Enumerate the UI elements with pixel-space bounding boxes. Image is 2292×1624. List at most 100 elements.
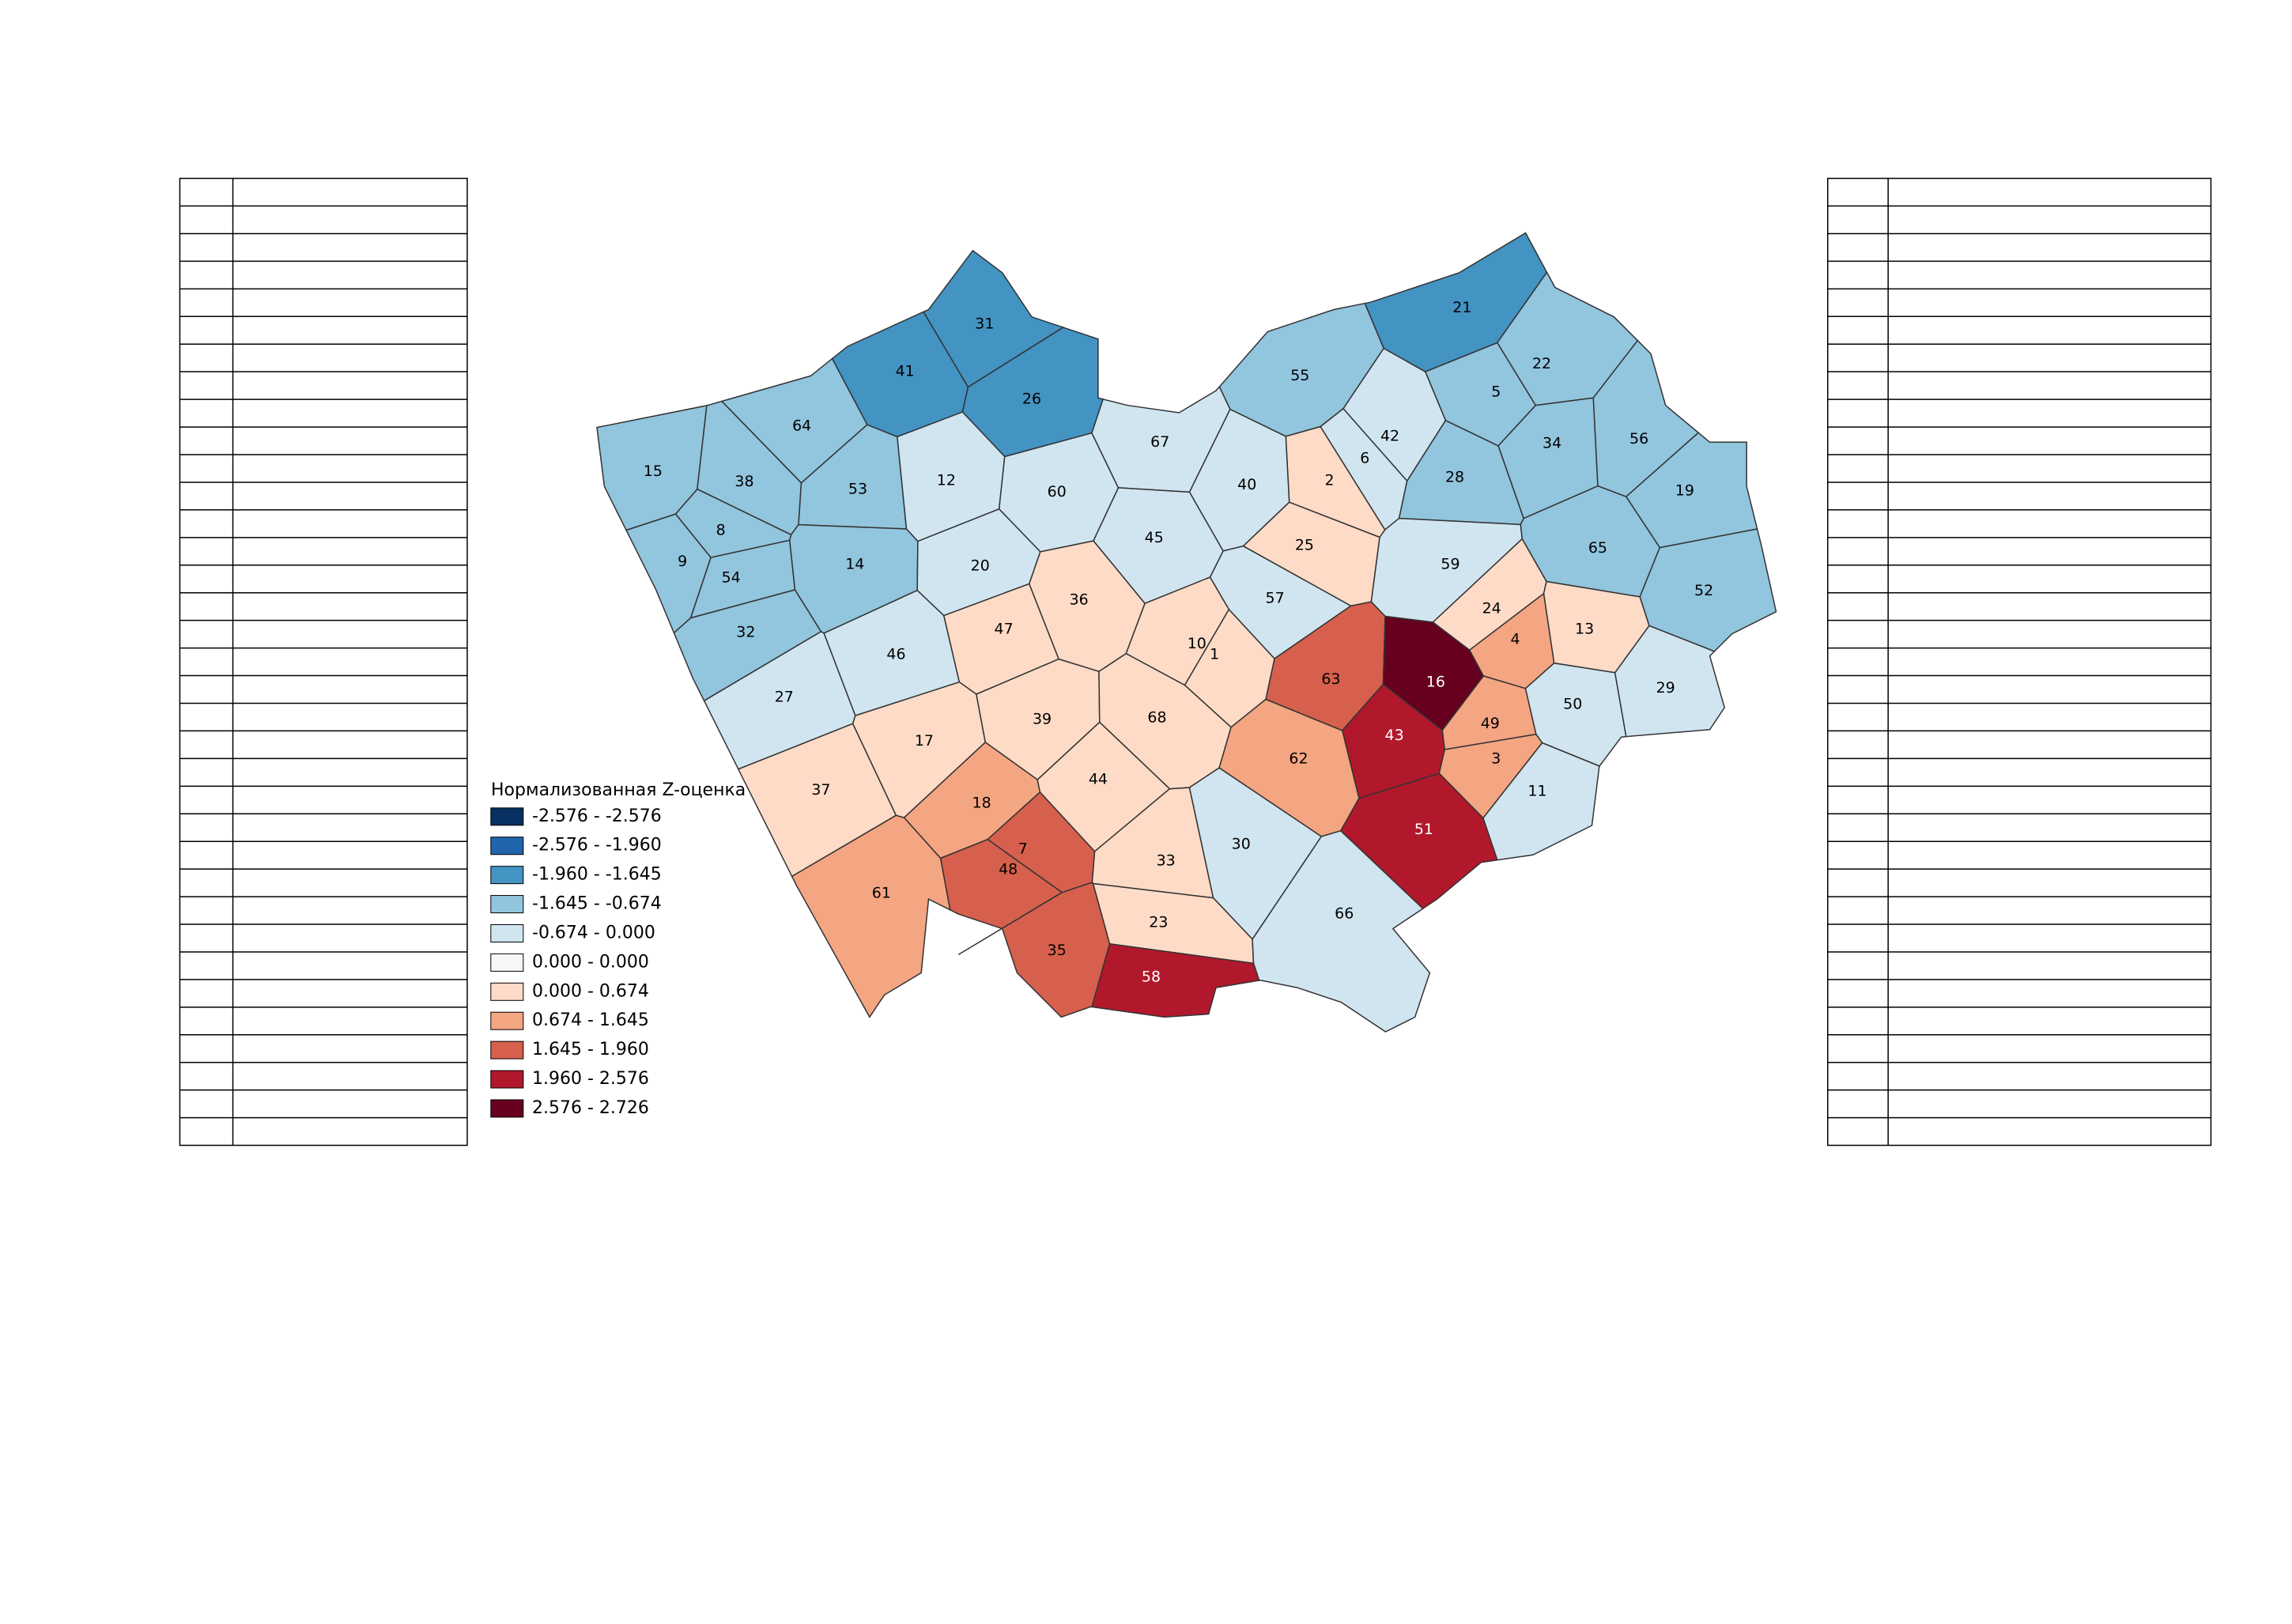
- region-label: 40: [1237, 476, 1256, 493]
- region: [1482, 742, 1601, 861]
- region-label: 51: [1414, 821, 1433, 838]
- legend-label: -1.960 - -1.645: [532, 865, 662, 885]
- region-label: 7: [1018, 840, 1028, 857]
- legend-swatch: [490, 953, 524, 972]
- region-label: 36: [1070, 591, 1089, 608]
- region-label: 2: [1325, 471, 1335, 489]
- region-label: 34: [1542, 435, 1561, 452]
- legend-label: 0.000 - 0.674: [532, 981, 649, 1001]
- region-label: 59: [1441, 556, 1459, 573]
- region-label: 18: [972, 795, 991, 812]
- region-label: 66: [1335, 905, 1354, 922]
- region-label: 32: [736, 623, 755, 640]
- region-label: 54: [722, 568, 741, 586]
- region-label: 4: [1510, 631, 1520, 648]
- region-label: 31: [975, 315, 994, 333]
- region-label: 38: [734, 473, 753, 490]
- legend-label: 0.000 - 0.000: [532, 952, 649, 972]
- legend-swatch: [490, 807, 524, 826]
- legend-swatch: [490, 982, 524, 1001]
- region-label: 53: [848, 480, 867, 497]
- region-label: 65: [1588, 539, 1607, 557]
- region-label: 63: [1321, 670, 1340, 688]
- region: [1091, 942, 1260, 1018]
- region-label: 62: [1289, 750, 1308, 768]
- region-label: 39: [1033, 710, 1052, 727]
- legend-swatch: [490, 1040, 524, 1059]
- region-label: 16: [1426, 674, 1445, 691]
- legend-label: -2.576 - -1.960: [532, 836, 662, 855]
- region-label: 28: [1445, 469, 1464, 486]
- region-label: 15: [644, 463, 663, 480]
- legend-swatch: [490, 895, 524, 914]
- legend-label: -2.576 - -2.576: [532, 806, 662, 826]
- region-label: 33: [1157, 852, 1176, 869]
- region-label: 12: [937, 471, 956, 489]
- legend-swatch: [490, 837, 524, 855]
- region-label: 67: [1150, 433, 1169, 451]
- region-label: 52: [1694, 582, 1713, 599]
- legend-title: Нормализованная Z-оценка: [491, 780, 746, 800]
- legend-label: 1.960 - 2.576: [532, 1069, 649, 1089]
- region-label: 57: [1266, 589, 1285, 606]
- region-label: 43: [1385, 727, 1404, 744]
- region-label: 3: [1491, 750, 1501, 768]
- legend-swatch: [490, 923, 524, 942]
- region-label: 23: [1149, 914, 1168, 931]
- region-label: 55: [1290, 367, 1309, 384]
- region-label: 22: [1532, 355, 1551, 372]
- region-label: 11: [1527, 783, 1546, 800]
- legend-swatch: [490, 1099, 524, 1118]
- region-label: 37: [811, 781, 830, 799]
- region-label: 14: [845, 556, 864, 573]
- region-label: 46: [886, 645, 905, 663]
- legend-swatch: [490, 866, 524, 885]
- region-label: 27: [775, 688, 794, 705]
- region-label: 24: [1482, 599, 1501, 617]
- region-label: 17: [915, 732, 934, 750]
- region-label: 56: [1629, 430, 1648, 448]
- region-label: 49: [1481, 715, 1500, 732]
- legend-label: -1.645 - -0.674: [532, 894, 662, 914]
- legend-swatch: [490, 1070, 524, 1089]
- region-label: 41: [896, 362, 915, 380]
- region-label: 21: [1452, 299, 1471, 316]
- region-label: 1: [1210, 645, 1219, 663]
- region-label: 35: [1048, 942, 1067, 959]
- region-label: 68: [1147, 708, 1166, 726]
- legend-label: -0.674 - 0.000: [532, 923, 655, 942]
- region-label: 58: [1142, 969, 1161, 986]
- region: [1614, 625, 1726, 738]
- region-label: 64: [792, 417, 811, 434]
- legend-swatch: [490, 1011, 524, 1030]
- region-label: 30: [1232, 836, 1251, 853]
- region-label: 6: [1360, 449, 1369, 466]
- legend-label: 1.645 - 1.960: [532, 1040, 649, 1059]
- region-label: 20: [971, 557, 990, 574]
- region-label: 45: [1145, 529, 1164, 546]
- region: [1252, 829, 1431, 1033]
- region: [791, 814, 951, 1018]
- region-label: 42: [1380, 427, 1399, 444]
- legend: Нормализованная Z-оценка -2.576 - -2.576…: [490, 780, 746, 1118]
- legend-label: 0.674 - 1.645: [532, 1010, 649, 1030]
- region-label: 50: [1563, 696, 1582, 713]
- table-frame: [179, 177, 468, 1146]
- region-label: 60: [1048, 483, 1067, 500]
- region-label: 10: [1188, 635, 1206, 652]
- region-label: 9: [678, 553, 687, 570]
- region-label: 47: [995, 621, 1014, 638]
- region-label: 8: [716, 522, 726, 539]
- region-label: 5: [1491, 383, 1501, 400]
- region-label: 19: [1675, 482, 1694, 499]
- region-label: 25: [1295, 536, 1314, 553]
- region-label: 29: [1656, 679, 1675, 697]
- region-label: 48: [999, 860, 1018, 878]
- table-frame: [1826, 177, 2212, 1146]
- region-label: 61: [872, 884, 891, 901]
- region: [957, 882, 1111, 1018]
- legend-label: 2.576 - 2.726: [532, 1098, 649, 1118]
- region-label: 26: [1022, 391, 1041, 408]
